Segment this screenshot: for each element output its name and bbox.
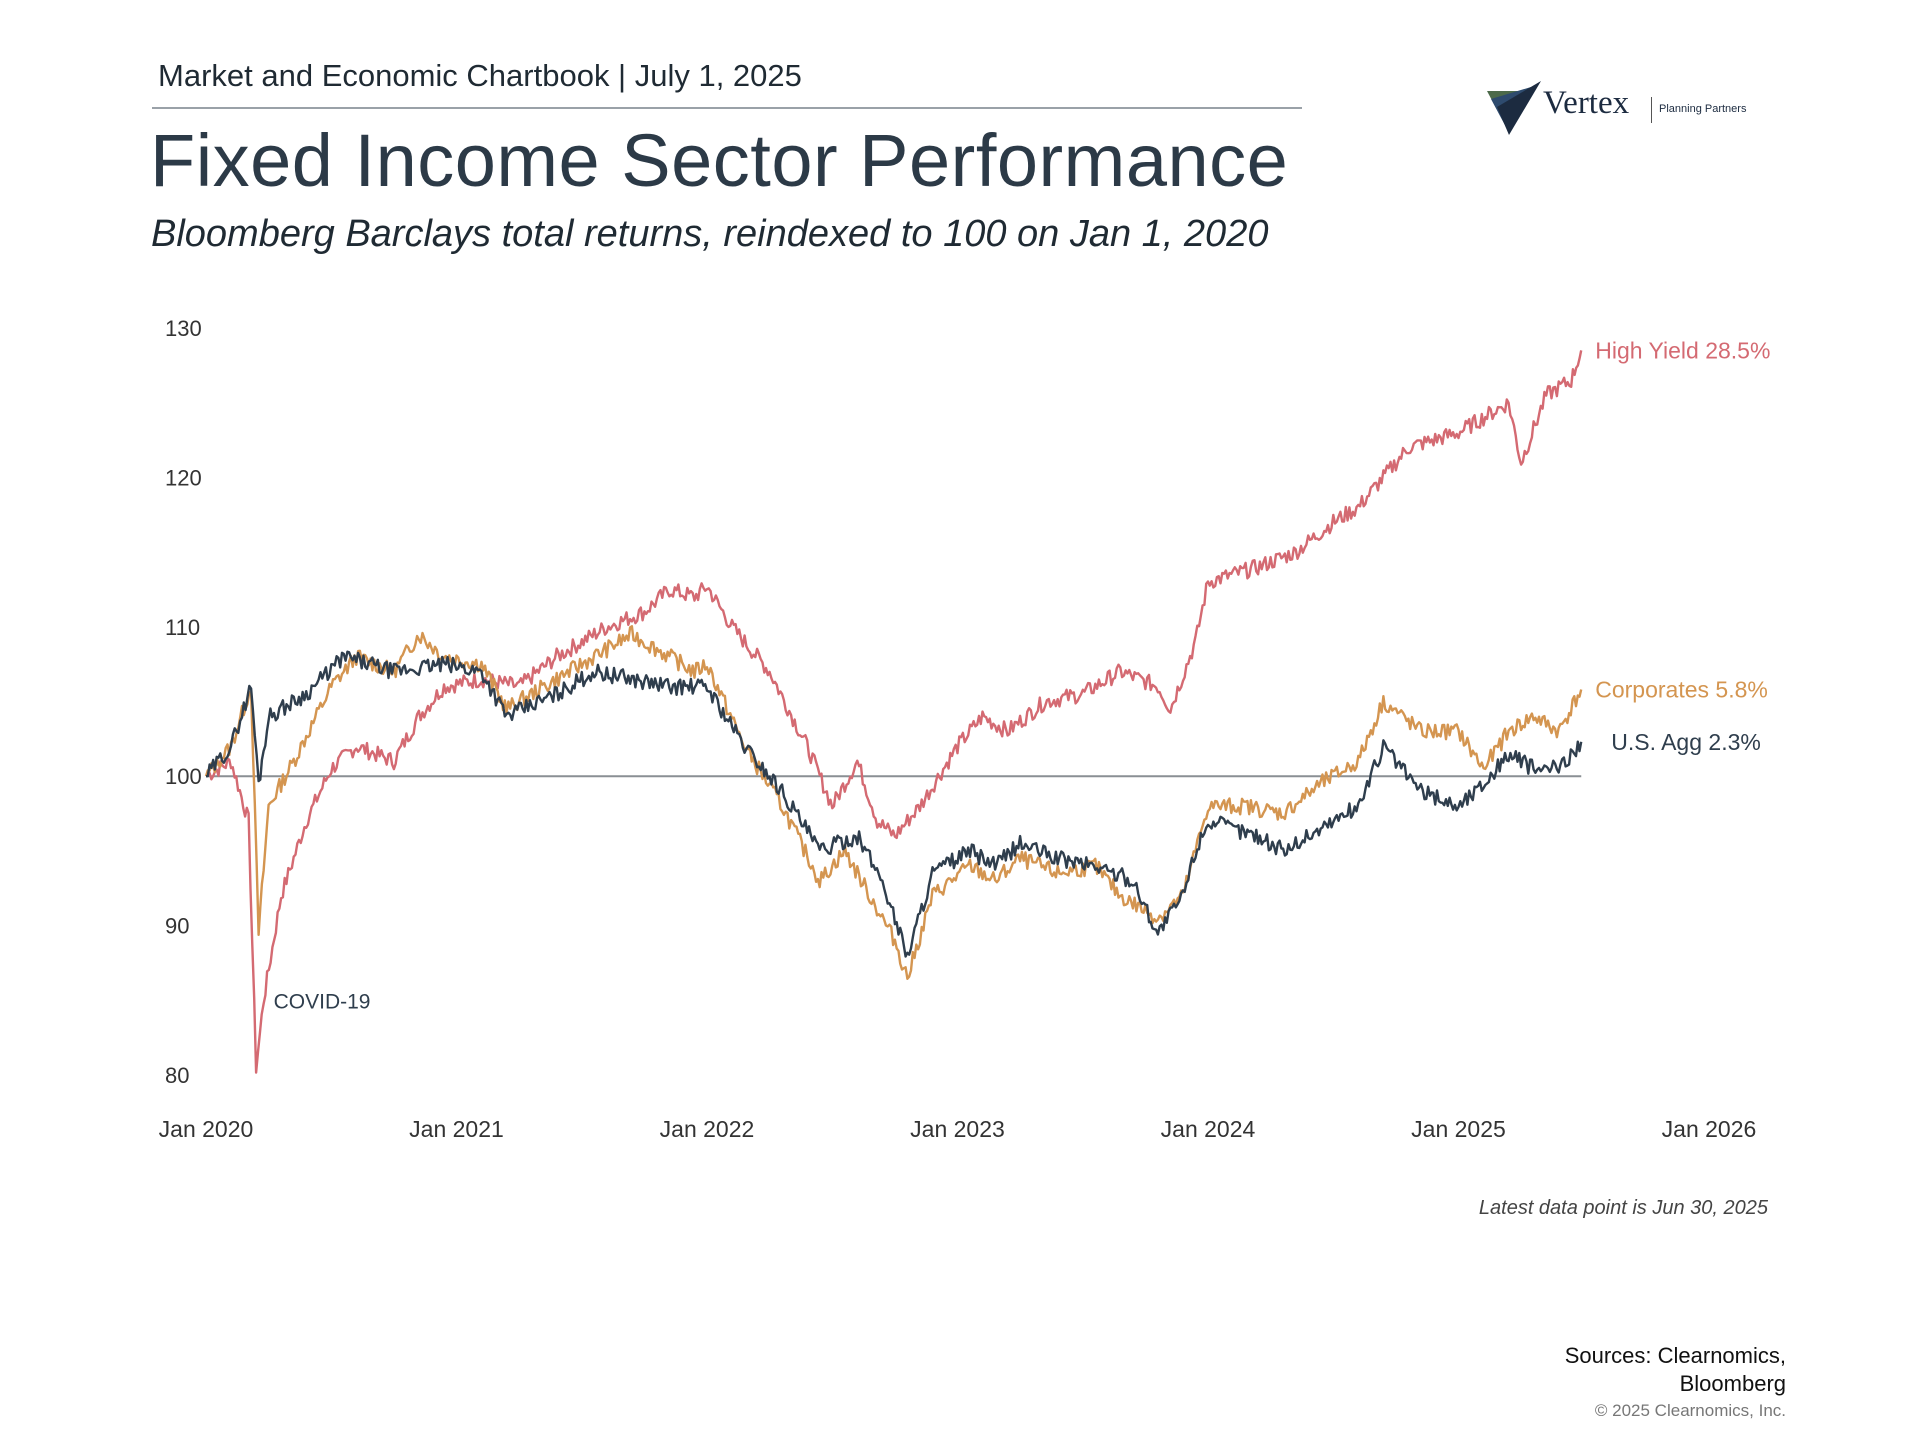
x-tick-label: Jan 2021 bbox=[409, 1116, 504, 1142]
sources-note: Sources: Clearnomics, Bloomberg bbox=[1486, 1342, 1786, 1398]
series-line bbox=[204, 625, 1583, 980]
y-tick-label: 110 bbox=[165, 615, 200, 640]
sources-line-2: Bloomberg bbox=[1679, 1371, 1786, 1396]
x-tick-label: Jan 2022 bbox=[660, 1116, 755, 1142]
y-tick-label: 90 bbox=[165, 914, 189, 939]
series-end-label: U.S. Agg 2.3% bbox=[1611, 729, 1761, 755]
latest-data-note: Latest data point is Jun 30, 2025 bbox=[1478, 1197, 1768, 1219]
series-line bbox=[205, 350, 1583, 1074]
logo-divider bbox=[1651, 97, 1652, 123]
y-tick-label: 80 bbox=[165, 1063, 189, 1088]
x-tick-label: Jan 2020 bbox=[159, 1116, 254, 1142]
series-end-label: Corporates 5.8% bbox=[1595, 677, 1768, 703]
page-subtitle: Bloomberg Barclays total returns, reinde… bbox=[151, 213, 1269, 255]
y-tick-label: 120 bbox=[165, 465, 202, 490]
sources-line-1: Sources: Clearnomics, bbox=[1564, 1343, 1786, 1368]
x-tick-label: Jan 2025 bbox=[1411, 1116, 1506, 1142]
vertex-mark-icon bbox=[1487, 81, 1541, 135]
series-line bbox=[206, 650, 1583, 958]
covid-annotation: COVID-19 bbox=[274, 990, 371, 1013]
page-title: Fixed Income Sector Performance bbox=[150, 119, 1289, 202]
copyright-note: © 2025 Clearnomics, Inc. bbox=[1594, 1401, 1786, 1420]
logo-wordmark: Vertex bbox=[1543, 85, 1630, 121]
vertex-logo: Vertex Planning Partners bbox=[1485, 75, 1785, 145]
logo-tagline: Planning Partners bbox=[1659, 103, 1747, 115]
x-tick-label: Jan 2026 bbox=[1662, 1116, 1757, 1142]
series-end-label: High Yield 28.5% bbox=[1595, 337, 1770, 363]
x-tick-label: Jan 2024 bbox=[1161, 1116, 1256, 1142]
chartbook-header: Market and Economic Chartbook | July 1, … bbox=[158, 58, 802, 93]
header-divider bbox=[152, 107, 1302, 109]
y-tick-label: 130 bbox=[165, 316, 202, 341]
x-tick-label: Jan 2023 bbox=[910, 1116, 1005, 1142]
y-tick-label: 100 bbox=[165, 764, 202, 789]
